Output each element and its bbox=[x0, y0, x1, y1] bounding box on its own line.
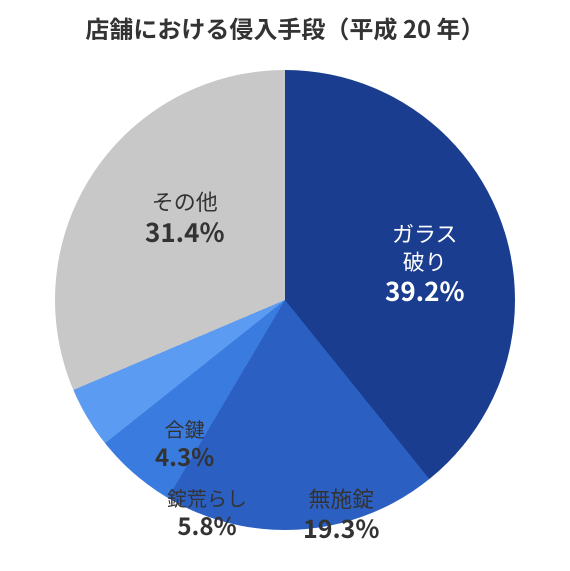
slice-name-line: 破り bbox=[385, 248, 465, 276]
slice-percent: 4.3% bbox=[155, 441, 214, 471]
slice-percent: 19.3% bbox=[303, 513, 379, 544]
slice-percent: 39.2% bbox=[385, 275, 465, 308]
slice-name-line: その他 bbox=[145, 188, 225, 216]
chart-title: 店舗における侵入手段（平成 20 年） bbox=[0, 10, 570, 45]
slice-name-line: ガラス bbox=[385, 220, 465, 248]
slice-label: 合鍵4.3% bbox=[155, 416, 214, 471]
slice-percent: 31.4% bbox=[145, 216, 225, 249]
pie-chart: ガラス破り39.2%無施錠19.3%錠荒らし5.8%合鍵4.3%その他31.4% bbox=[55, 70, 515, 530]
slice-label: 錠荒らし5.8% bbox=[167, 485, 247, 540]
slice-label: ガラス破り39.2% bbox=[385, 220, 465, 308]
slice-label: 無施錠19.3% bbox=[303, 485, 379, 544]
slice-label: その他31.4% bbox=[145, 188, 225, 248]
slice-name-line: 無施錠 bbox=[303, 485, 379, 513]
slice-percent: 5.8% bbox=[167, 510, 247, 540]
